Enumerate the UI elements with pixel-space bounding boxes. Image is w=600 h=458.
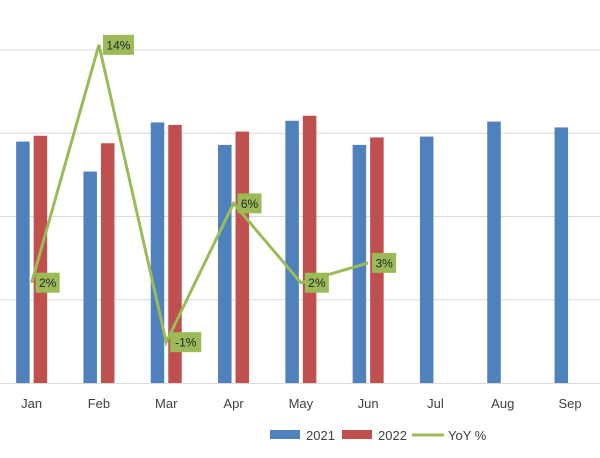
legend-item-2021: 2021	[270, 428, 335, 443]
legend-swatch	[270, 430, 300, 439]
bar-2021-Sep	[554, 127, 569, 383]
yoy-label-Jun: 3%	[372, 252, 397, 273]
bar-2021-Mar	[150, 122, 165, 384]
legend-label: 2022	[378, 428, 407, 443]
bar-2021-Feb	[83, 171, 97, 383]
bar-2022-May	[302, 115, 317, 383]
bar-2021-Jan	[16, 141, 30, 383]
yoy-label-box	[237, 193, 262, 214]
yoy-label-box	[170, 332, 202, 353]
bar-2022-Apr	[235, 131, 250, 383]
yoy-label-text: 6%	[241, 197, 259, 211]
yoy-label-box	[304, 272, 329, 293]
bar-2021-Jul	[419, 136, 434, 383]
x-tick-label: Apr	[223, 396, 244, 411]
legend-item-2022: 2022	[342, 428, 407, 443]
x-tick-label: Sep	[558, 396, 581, 411]
legend: 2021 2022 YoY %	[270, 428, 487, 443]
yoy-label-Mar: -1%	[170, 332, 202, 353]
x-axis: Jan Feb Mar Apr May Jun Jul Aug Sep	[0, 383, 600, 411]
x-tick-label: Aug	[491, 396, 514, 411]
yoy-label-text: 2%	[308, 276, 326, 290]
yoy-label-text: 2%	[39, 276, 57, 290]
bar-2021-Aug	[487, 121, 501, 383]
yoy-data-labels: 2% 14% -1% 6% 2% 3%	[35, 34, 397, 353]
x-tick-label: Feb	[88, 396, 110, 411]
bar-2022-Jan	[33, 135, 48, 383]
bar-2021-May	[285, 120, 299, 383]
bars	[16, 115, 569, 384]
yoy-label-Apr: 6%	[237, 193, 262, 214]
yoy-label-box	[102, 34, 134, 55]
legend-item-YoY %: YoY %	[412, 428, 487, 443]
yoy-label-text: -1%	[175, 336, 197, 350]
yoy-series-line	[30, 44, 369, 347]
legend-label: YoY %	[448, 428, 487, 443]
yoy-label-text: 3%	[375, 256, 393, 270]
x-tick-label: Jan	[21, 396, 42, 411]
x-tick-label: Jun	[358, 396, 379, 411]
yoy-label-Jan: 2%	[35, 272, 60, 293]
bar-2022-Feb	[100, 143, 115, 383]
x-tick-label: May	[289, 396, 314, 411]
x-tick-label: Mar	[155, 396, 178, 411]
yoy-label-text: 14%	[106, 38, 130, 52]
legend-label: 2021	[306, 428, 335, 443]
yoy-label-May: 2%	[304, 272, 329, 293]
yoy-label-Feb: 14%	[102, 34, 134, 55]
yoy-label-box	[35, 272, 60, 293]
yoy-label-box	[372, 252, 397, 273]
legend-swatch	[342, 430, 372, 439]
x-tick-label: Jul	[427, 396, 444, 411]
yoy-line	[30, 44, 369, 347]
bar-2021-Apr	[218, 144, 232, 383]
